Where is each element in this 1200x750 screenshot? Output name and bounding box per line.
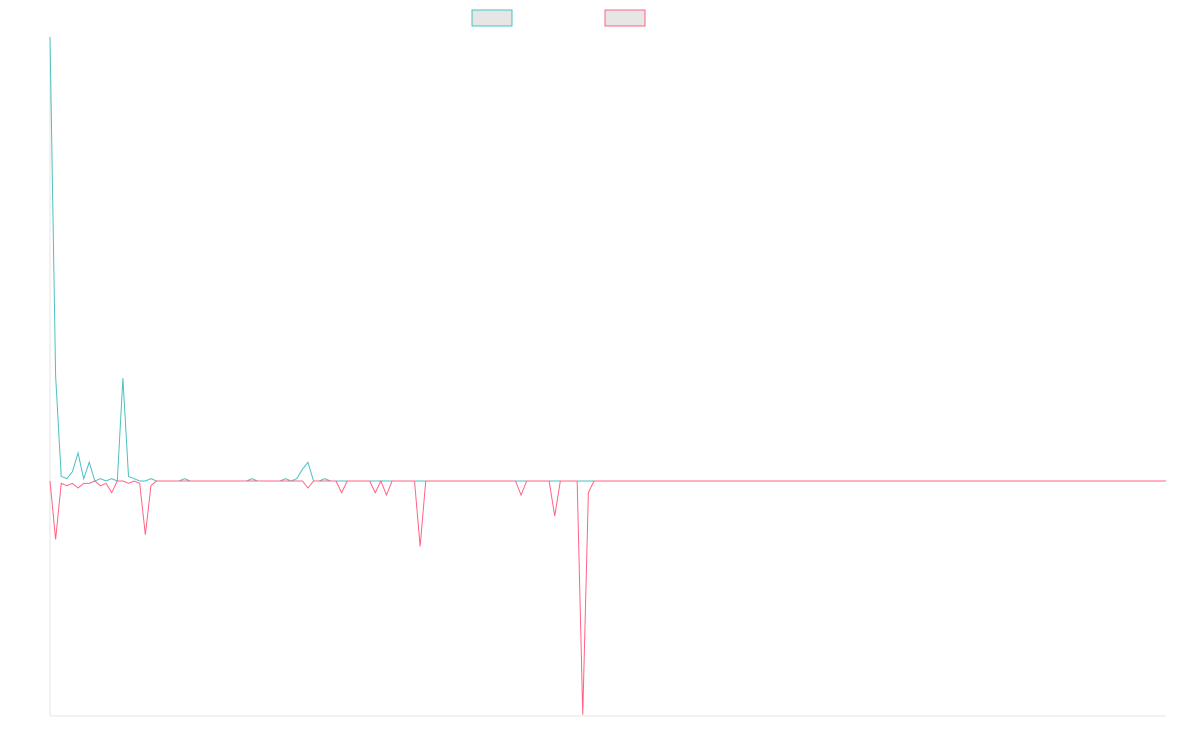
legend-item-1[interactable] <box>471 9 513 27</box>
series-line-2 <box>49 479 1166 715</box>
legend-item-2[interactable] <box>604 9 646 27</box>
series-layer <box>49 36 1166 715</box>
legend-swatch-2[interactable] <box>604 9 646 27</box>
series-line-1 <box>49 36 1166 482</box>
series-1 <box>49 36 1166 482</box>
legend[interactable] <box>471 9 646 27</box>
legend-swatch-1[interactable] <box>471 9 513 27</box>
series-2 <box>49 479 1166 715</box>
axes <box>49 37 1166 717</box>
